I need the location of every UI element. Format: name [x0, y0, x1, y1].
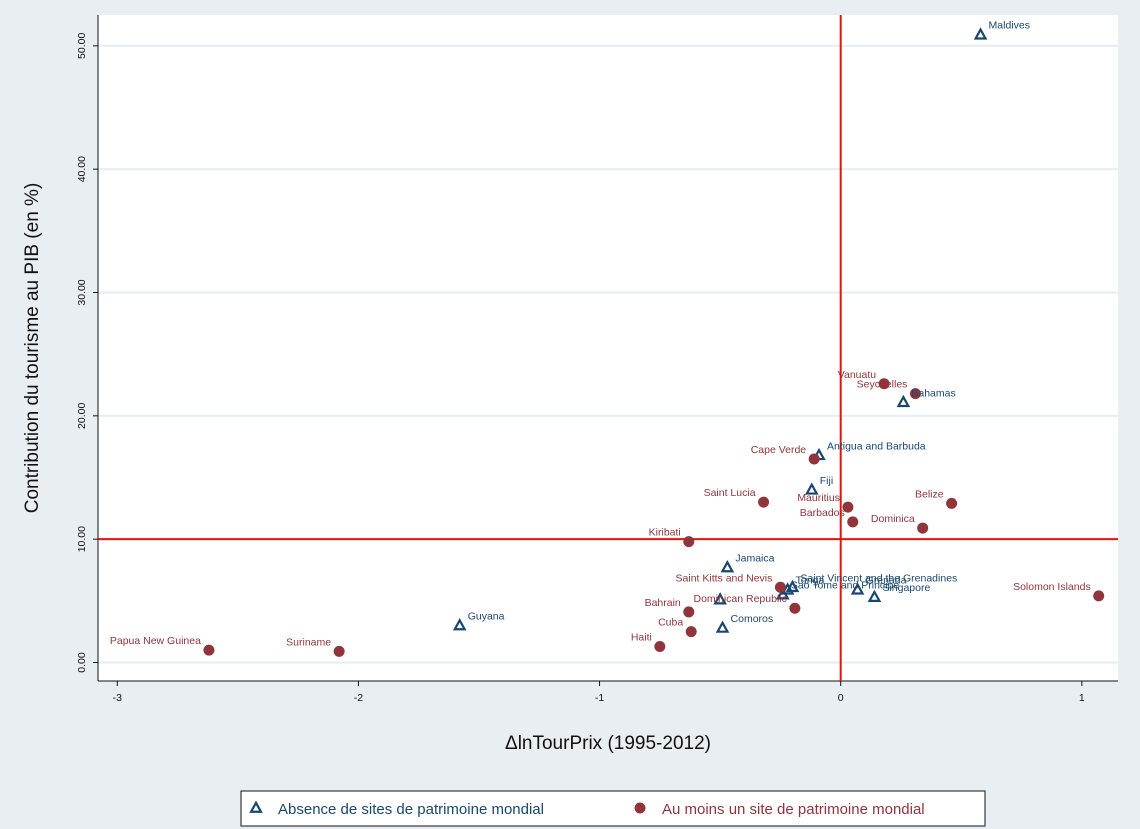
- data-label: Papua New Guinea: [110, 635, 201, 647]
- y-tick-label: 30.00: [76, 279, 88, 305]
- data-point-triangle: [850, 582, 865, 595]
- legend-box: [240, 790, 986, 827]
- plot-area: [98, 15, 1118, 681]
- data-point-circle: [946, 497, 958, 509]
- data-point-circle: [203, 644, 215, 656]
- y-axis-title: Contribution du tourisme au PIB (en %): [22, 183, 43, 514]
- data-point-circle: [808, 453, 820, 465]
- data-label: Solomon Islands: [1013, 581, 1091, 593]
- point-labels: Maldives Bahamas Antigua and Barbuda Fiji Ja…: [110, 20, 1091, 649]
- y-tick-label: 20.00: [76, 403, 88, 429]
- data-point-circle: [847, 516, 859, 528]
- data-label: Fiji: [820, 475, 833, 487]
- data-label: Singapore: [882, 582, 930, 594]
- y-tick-label: 40.00: [76, 156, 88, 182]
- data-point-triangle: [867, 589, 882, 602]
- data-label: Barbados: [800, 507, 845, 519]
- data-point-triangle: [896, 394, 911, 408]
- data-label: Suriname: [286, 636, 331, 648]
- data-label: Antigua and Barbuda: [827, 440, 926, 452]
- data-point-circle: [842, 501, 854, 513]
- legend-circle-icon: [634, 802, 646, 814]
- data-point-circle: [909, 388, 921, 400]
- data-label: Kiribati: [649, 527, 681, 539]
- data-point-circle: [685, 626, 697, 638]
- data-label: Jamaica: [735, 553, 774, 565]
- data-label: Cape Verde: [751, 444, 807, 456]
- x-tick-label: 1: [1079, 692, 1085, 704]
- reference-lines: [98, 15, 1118, 681]
- legend-label-au-moins: Au moins un site de patrimoine mondial: [662, 801, 925, 818]
- data-label: Tonga: [796, 575, 825, 587]
- data-label: Bahamas: [911, 387, 955, 399]
- data-label: Seychelles: [857, 379, 908, 391]
- data-point-circle: [789, 602, 801, 614]
- legend: Absence de sites de patrimoine mondial A…: [240, 790, 986, 827]
- data-point-triangle: [715, 620, 730, 633]
- data-label: Saint Vincent and the Grenadines: [800, 572, 957, 584]
- data-label: Cuba: [658, 617, 683, 629]
- data-label: Bahrain: [645, 597, 681, 609]
- legend-triangle-icon: [249, 800, 263, 813]
- data-point-triangle: [804, 482, 819, 495]
- data-point-circle: [758, 496, 770, 508]
- y-tick-label: 0.00: [76, 652, 88, 673]
- data-label: Saint Lucia: [704, 487, 756, 499]
- data-point-triangle: [452, 618, 467, 631]
- data-label: Grenada: [866, 575, 907, 587]
- data-label: Dominica: [871, 513, 915, 525]
- data-point-circle: [654, 640, 666, 652]
- data-point-triangle: [776, 587, 790, 600]
- data-points: [203, 27, 1105, 657]
- data-point-circle: [1093, 590, 1105, 602]
- data-label: Mauritius: [797, 492, 840, 504]
- data-point-triangle: [713, 592, 727, 605]
- data-label: Saint Kitts and Nevis: [676, 572, 773, 584]
- x-tick-label: 0: [838, 692, 844, 704]
- data-label: Comoros: [731, 613, 774, 625]
- data-point-triangle: [720, 560, 735, 573]
- data-label: Belize: [915, 488, 944, 500]
- x-tick-label: -2: [354, 692, 363, 704]
- data-label: Vanuatu: [838, 369, 876, 381]
- y-tick-label: 50.00: [76, 33, 88, 59]
- data-label: Dominican Republic: [693, 593, 786, 605]
- data-label: Sao Tome and Principe: [791, 580, 900, 592]
- data-point-circle: [917, 522, 929, 534]
- data-point-circle: [878, 378, 890, 390]
- x-tick-label: -1: [595, 692, 604, 704]
- legend-label-absence: Absence de sites de patrimoine mondial: [278, 801, 544, 818]
- data-point-triangle: [973, 27, 988, 40]
- x-tick-label: -3: [113, 692, 122, 704]
- x-axis-title: ΔlnTourPrix (1995-2012): [505, 733, 711, 754]
- data-label: Guyana: [468, 611, 505, 623]
- data-label: Haiti: [631, 631, 652, 643]
- data-label: Maldives: [989, 20, 1030, 32]
- data-point-circle: [683, 536, 695, 548]
- data-point-circle: [683, 606, 695, 618]
- data-point-circle: [333, 645, 345, 657]
- y-tick-label: 10.00: [76, 526, 88, 552]
- data-point-circle: [774, 581, 786, 593]
